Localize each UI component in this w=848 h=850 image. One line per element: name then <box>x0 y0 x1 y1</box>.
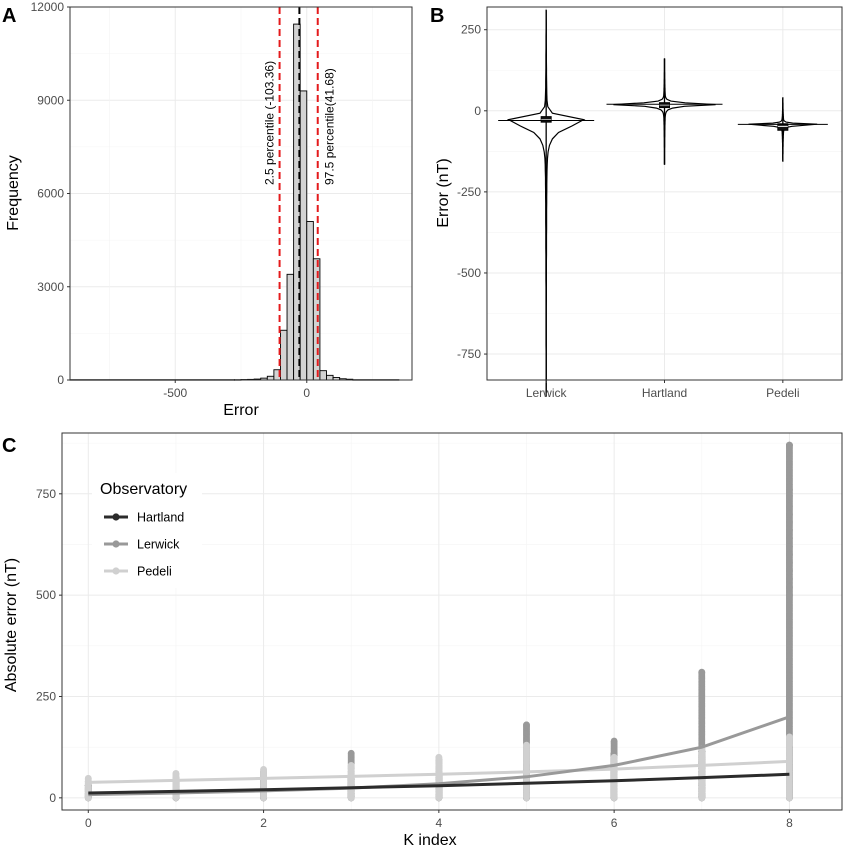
histogram-x-tick-label: 0 <box>303 386 310 400</box>
histogram-bar <box>266 375 275 381</box>
panel-label-a: A <box>2 5 16 27</box>
violin-box <box>777 123 789 131</box>
data-point <box>786 551 793 559</box>
histogram-panel: 2.5 percentile (-103.36) 97.5 percentile(… <box>5 0 413 419</box>
violin-tick-labels: 250 0 -250 -500 -750 Lerwick Hartland Pedeli <box>457 23 800 400</box>
histogram-bars <box>69 23 400 381</box>
legend-label: Pedeli <box>137 565 172 579</box>
legend-key-point <box>112 540 120 548</box>
upper-percentile-label: 97.5 percentile(41.68) <box>323 68 337 185</box>
data-point <box>172 770 180 777</box>
histogram-y-axis-title: Frequency <box>5 155 22 231</box>
scatter-tick-labels: 0 250 500 750 0 2 4 6 8 <box>36 487 793 830</box>
scatter-x-tick-label: 4 <box>436 816 443 830</box>
scatter-x-tick-label: 0 <box>85 816 92 830</box>
lower-percentile-label: 2.5 percentile (-103.36) <box>263 61 277 185</box>
trend-line <box>88 759 790 784</box>
histogram-bar <box>286 273 295 381</box>
scatter-y-tick-label: 500 <box>36 588 56 602</box>
violin-shapes <box>498 9 828 397</box>
panel-label-c: C <box>2 435 16 457</box>
legend-key-point <box>112 513 120 521</box>
trend-line <box>88 772 790 795</box>
data-point <box>523 721 530 729</box>
histogram-x-axis-title: Error <box>223 402 259 419</box>
histogram-y-tick-label: 0 <box>57 373 64 387</box>
data-point <box>347 762 355 769</box>
histogram-bar <box>319 370 327 381</box>
data-point <box>698 668 706 676</box>
histogram-bar <box>299 90 308 381</box>
data-point <box>786 591 793 599</box>
scatter-x-tick-label: 6 <box>611 816 618 830</box>
percentile-lines <box>278 7 319 380</box>
legend-items: Hartland Lerwick Pedeli <box>104 511 184 579</box>
data-point <box>786 526 793 534</box>
violin-y-tick-label: -250 <box>457 185 481 199</box>
data-point <box>786 559 793 567</box>
legend-key-point <box>112 567 120 575</box>
scatter-x-axis-title: K index <box>403 832 456 849</box>
violin-category-label: Hartland <box>642 386 687 400</box>
data-point <box>786 583 793 591</box>
data-point <box>786 486 793 494</box>
scatter-panel-border <box>61 432 843 811</box>
data-point <box>347 749 355 757</box>
histogram-bar <box>280 329 288 381</box>
data-point <box>84 774 92 782</box>
scatter-y-tick-label: 750 <box>36 487 56 501</box>
legend-title: Observatory <box>100 481 187 498</box>
data-point <box>786 567 793 575</box>
scatter-points <box>84 441 793 802</box>
histogram-bar <box>312 258 321 381</box>
scatter-x-tick-label: 2 <box>260 816 267 830</box>
legend-label: Lerwick <box>137 538 180 552</box>
scatter-y-axis-title: Absolute error (nT) <box>3 558 20 692</box>
scatter-panel: 0 250 500 750 0 2 4 6 8 K index Absolute error (… <box>3 432 843 849</box>
data-point <box>786 441 793 449</box>
data-point <box>786 534 793 542</box>
data-point <box>786 510 793 518</box>
violin-category-label: Pedeli <box>766 386 799 400</box>
violin-category-label: Lerwick <box>526 386 568 400</box>
data-point <box>523 741 530 749</box>
data-point <box>260 766 267 773</box>
violin-y-tick-label: -750 <box>457 347 481 361</box>
scatter-y-tick-label: 0 <box>49 791 56 805</box>
scatter-y-tick-label: 250 <box>36 689 56 703</box>
histogram-x-tick-label: -500 <box>163 386 187 400</box>
histogram-y-tick-label: 9000 <box>37 93 64 107</box>
legend-label: Hartland <box>137 511 184 525</box>
violin-panel: 250 0 -250 -500 -750 Lerwick Hartland Pedeli Er… <box>435 6 843 400</box>
histogram-bar <box>306 221 314 381</box>
histogram-y-tick-label: 3000 <box>37 280 64 294</box>
violin-y-axis-title: Error (nT) <box>435 158 452 227</box>
violin-y-tick-label: 250 <box>461 23 481 37</box>
data-point <box>786 518 793 526</box>
violin-y-tick-label: -500 <box>457 266 481 280</box>
histogram-tick-labels: 0 3000 6000 9000 12000 -500 0 <box>31 0 311 400</box>
histogram-y-tick-label: 6000 <box>37 187 64 201</box>
data-point <box>786 575 793 583</box>
histogram-y-tick-label: 12000 <box>31 0 65 14</box>
scatter-x-tick-label: 8 <box>786 816 793 830</box>
data-point <box>786 733 793 741</box>
data-point <box>610 753 618 761</box>
violin-y-tick-label: 0 <box>474 104 481 118</box>
scatter-legend: Observatory Hartland Lerwick Pedeli <box>92 473 202 588</box>
panel-label-b: B <box>430 5 444 27</box>
percentile-annotations: 2.5 percentile (-103.36) 97.5 percentile(… <box>263 61 337 185</box>
data-point <box>786 543 793 550</box>
trend-lines <box>88 715 790 797</box>
data-point <box>610 737 618 745</box>
data-point <box>435 753 443 761</box>
histogram-gridlines <box>70 6 412 381</box>
data-point <box>786 492 793 500</box>
data-point <box>786 502 793 510</box>
legend-background <box>92 473 202 588</box>
histogram-bar <box>326 374 334 381</box>
